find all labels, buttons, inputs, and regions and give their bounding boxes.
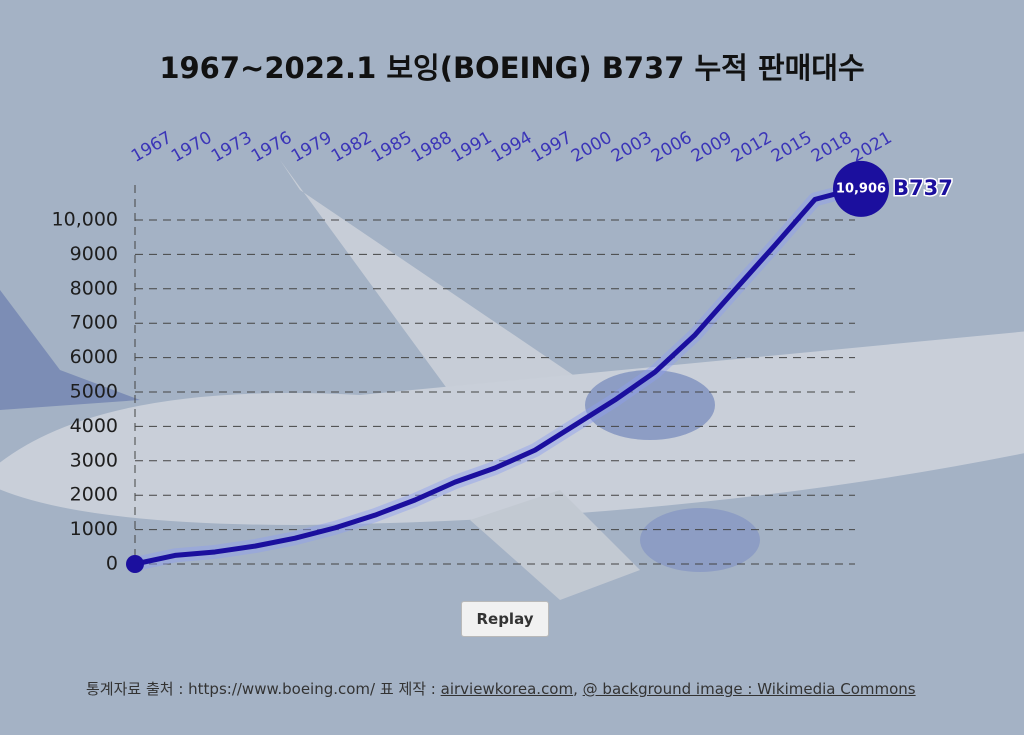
y-tick-label: 4000 bbox=[70, 415, 118, 437]
source-text: , bbox=[573, 680, 583, 698]
x-tick-label: 1994 bbox=[488, 128, 535, 167]
x-tick-label: 1985 bbox=[368, 128, 415, 167]
x-tick-label: 2018 bbox=[808, 128, 855, 167]
y-tick-label: 7000 bbox=[70, 312, 118, 334]
y-tick-label: 10,000 bbox=[52, 209, 118, 231]
series-label: B737 bbox=[893, 176, 953, 200]
source-link[interactable]: @ background image : Wikimedia Commons bbox=[582, 680, 916, 698]
x-tick-label: 2000 bbox=[568, 128, 615, 167]
y-tick-label: 6000 bbox=[70, 346, 118, 368]
x-tick-label: 2009 bbox=[688, 128, 735, 167]
chart-title: 1967~2022.1 보잉(BOEING) B737 누적 판매대수 bbox=[159, 51, 864, 85]
x-tick-label: 1973 bbox=[208, 128, 255, 167]
x-tick-label: 2003 bbox=[608, 128, 655, 167]
value-label: 10,906 bbox=[836, 181, 886, 196]
x-tick-label: 2012 bbox=[728, 128, 775, 167]
y-tick-label: 2000 bbox=[70, 484, 118, 506]
x-tick-label: 2021 bbox=[848, 128, 895, 167]
x-tick-label: 1988 bbox=[408, 128, 455, 167]
x-tick-label: 1979 bbox=[288, 128, 335, 167]
x-tick-label: 2015 bbox=[768, 128, 815, 167]
start-marker bbox=[126, 555, 144, 573]
x-tick-label: 1970 bbox=[168, 128, 215, 167]
x-tick-label: 1991 bbox=[448, 128, 495, 167]
x-tick-label: 1967 bbox=[128, 128, 175, 167]
y-tick-label: 1000 bbox=[70, 518, 118, 540]
background-plane bbox=[0, 100, 1024, 600]
source-text: 통계자료 출처 : https://www.boeing.com/ 표 제작 : bbox=[86, 680, 441, 698]
series-line bbox=[132, 186, 858, 567]
y-tick-label: 0 bbox=[106, 553, 118, 575]
x-tick-label: 1982 bbox=[328, 128, 375, 167]
replay-button[interactable]: Replay bbox=[461, 601, 549, 637]
x-tick-label: 1976 bbox=[248, 128, 295, 167]
x-tick-label: 1997 bbox=[528, 128, 575, 167]
end-marker bbox=[833, 160, 889, 217]
y-tick-label: 5000 bbox=[70, 381, 118, 403]
source-link[interactable]: airviewkorea.com bbox=[440, 680, 574, 698]
y-tick-label: 3000 bbox=[70, 449, 118, 471]
source-note: 통계자료 출처 : https://www.boeing.com/ 표 제작 :… bbox=[86, 678, 916, 699]
y-tick-label: 8000 bbox=[70, 277, 118, 299]
x-tick-label: 2006 bbox=[648, 128, 695, 167]
y-tick-label: 9000 bbox=[70, 243, 118, 265]
